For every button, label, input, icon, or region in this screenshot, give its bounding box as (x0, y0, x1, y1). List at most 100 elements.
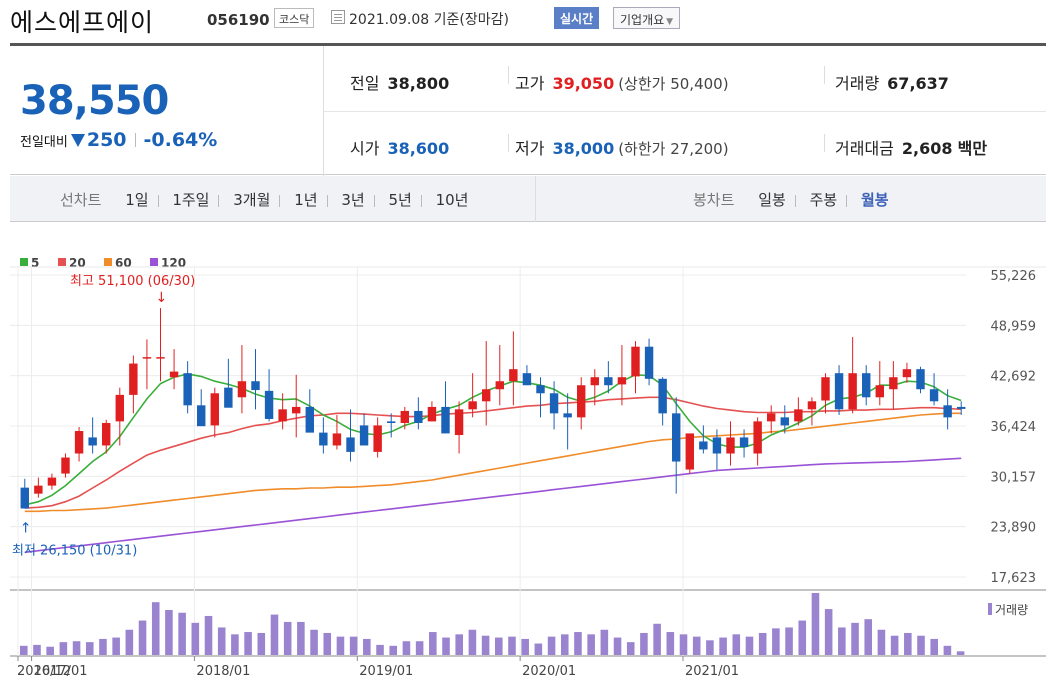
tab-1year[interactable]: 1년 (294, 191, 318, 209)
candle-body (549, 393, 559, 414)
volume-bar (402, 641, 411, 655)
volume-bar (270, 614, 279, 655)
volume-bar (231, 634, 239, 655)
tab-1week[interactable]: 1주일 (172, 191, 210, 209)
volume-bar (481, 635, 490, 655)
divider (323, 111, 1046, 112)
tab-1day[interactable]: 1일 (125, 191, 149, 209)
min-price-annotation: 최저 26,150 (10/31) (12, 544, 137, 559)
x-tick-label: 2018/01 (196, 664, 250, 679)
candle-body (292, 406, 301, 414)
candle-body (264, 390, 274, 419)
candle-body (726, 437, 735, 454)
realtime-button[interactable]: 실시간 (554, 7, 600, 29)
divider (326, 194, 328, 207)
x-tick-label: 2016/12 (17, 664, 71, 679)
company-overview-label: 기업개요 (620, 13, 665, 27)
amount-value: 2,608 (901, 139, 953, 158)
candle-body (536, 385, 545, 394)
volume-bar (429, 632, 437, 655)
volume-bar (178, 612, 186, 655)
legend-label: 20 (69, 256, 86, 270)
volume-bar (785, 627, 793, 655)
candle-body (807, 401, 817, 410)
change-value: 250 (86, 129, 127, 151)
volume-bar (217, 627, 226, 655)
candle-body (929, 389, 939, 402)
candle-body (712, 437, 722, 454)
candle-body (251, 381, 260, 391)
volume-bar (547, 636, 556, 655)
change-label: 전일대비 (20, 135, 68, 150)
ma60-line (24, 412, 962, 513)
volume-bar (468, 629, 477, 655)
candlestick-chart[interactable]: 5 20 60 120 55,226 48,959 42,692 36,424 30,157 2… (0, 225, 1046, 695)
candle-body (767, 413, 776, 422)
candle-body (88, 437, 97, 446)
y-tick-label: 23,890 (991, 521, 1037, 536)
divider (508, 66, 509, 84)
tab-weekly[interactable]: 주봉 (809, 191, 838, 209)
volume-bar (72, 641, 81, 655)
tab-5year[interactable]: 5년 (388, 191, 412, 209)
tab-10year[interactable]: 10년 (435, 191, 469, 209)
candle-chart-label: 봉차트 (693, 191, 735, 209)
open-value: 38,600 (387, 139, 450, 158)
volume-bar (838, 627, 846, 655)
x-tick-label: 2019/01 (359, 664, 413, 679)
max-price-annotation: 최고 51,100 (06/30) (70, 274, 195, 289)
candle-body (20, 487, 29, 509)
candle-body (224, 387, 233, 408)
candle-body (482, 389, 491, 402)
legend-swatch (20, 258, 28, 266)
price-change: 전일대비 250 -0.64% (20, 129, 217, 151)
y-tick-label: 17,623 (991, 571, 1037, 586)
candle-body (957, 406, 966, 409)
candle-body (617, 377, 627, 385)
current-price: 38,550 (20, 78, 169, 124)
candle-body (739, 437, 749, 448)
volume-bar (508, 636, 516, 655)
volume-bar (719, 637, 727, 655)
candle-body (604, 377, 613, 386)
tab-3month[interactable]: 3개월 (233, 191, 271, 209)
candle-body (454, 409, 464, 436)
volume-bar (745, 636, 754, 655)
legend-swatch (150, 258, 158, 266)
tab-monthly[interactable]: 월봉 (860, 191, 889, 209)
candles (20, 308, 966, 509)
divider (218, 194, 220, 207)
candle-body (631, 346, 640, 377)
volume-bars: 거래량 (20, 593, 1028, 655)
high-label: 고가 (515, 74, 545, 93)
volume-bar (824, 609, 833, 655)
tab-3year[interactable]: 3년 (341, 191, 365, 209)
legend-label: 120 (161, 256, 186, 270)
down-arrow-icon: ↓ (156, 290, 168, 306)
candle-body (346, 437, 355, 452)
volume-bar (943, 645, 952, 655)
legend-label: 60 (115, 256, 132, 270)
volume-bar (204, 615, 213, 655)
high-price: 고가 39,050 (상한가 50,400) (515, 70, 729, 94)
volume-bar (811, 593, 820, 655)
volume-bar (758, 632, 767, 655)
candle-body (210, 393, 219, 426)
candle-body (495, 381, 504, 390)
volume-bar (666, 632, 675, 655)
y-tick-label: 48,959 (991, 319, 1037, 334)
volume-bar (692, 636, 701, 655)
upper-limit: (상한가 50,400) (618, 75, 729, 93)
volume-bar (257, 632, 266, 655)
company-overview-button[interactable]: 기업개요 ▼ (613, 7, 681, 29)
candle-body (780, 417, 789, 426)
candle-body (441, 406, 450, 434)
tab-daily[interactable]: 일봉 (758, 191, 786, 209)
volume-bar (85, 642, 94, 655)
y-tick-label: 30,157 (991, 470, 1037, 485)
volume-bar (679, 634, 688, 655)
volume-bar (534, 643, 543, 655)
volume-bar (560, 634, 569, 655)
candle-body (794, 409, 803, 422)
candle-body (943, 405, 952, 418)
